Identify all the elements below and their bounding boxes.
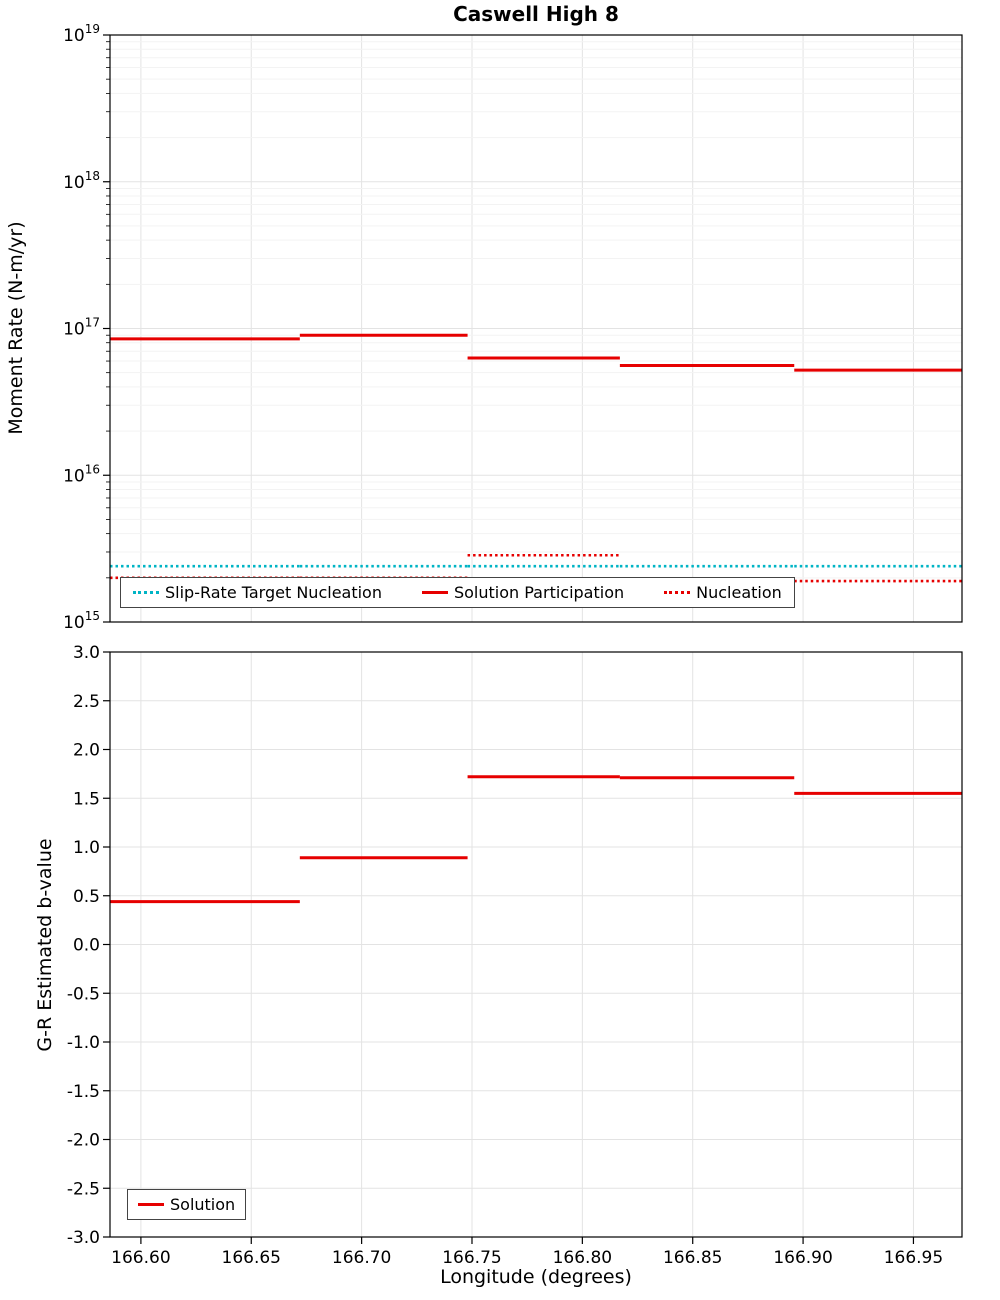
chart-title: Caswell High 8 (453, 2, 619, 26)
legend-item-nucleation: Nucleation (664, 583, 782, 602)
y-tick-label: -0.5 (67, 984, 100, 1004)
grid-b_value (110, 651, 962, 1238)
legend-label: Solution (170, 1195, 236, 1214)
solid-line-sample-icon (138, 1203, 164, 1206)
legend-item-solution-participation: Solution Participation (421, 583, 625, 602)
y-tick-label: 0.5 (73, 887, 100, 907)
y-tick-label: 2.5 (73, 692, 100, 712)
y-tick-label: 3.0 (73, 643, 100, 663)
legend-label: Slip-Rate Target Nucleation (165, 583, 382, 602)
y-axis-label-b-value: G-R Estimated b-value (34, 838, 56, 1052)
series-b_value (110, 775, 962, 904)
y-axis-label-moment-rate: Moment Rate (N-m/yr) (5, 221, 27, 435)
x-tick-label: 166.85 (663, 1248, 722, 1268)
y-tick-label: -2.0 (67, 1131, 100, 1151)
y-tick-label: 1018 (63, 169, 100, 193)
legend-item-slip-rate-target-nucleation: Slip-Rate Target Nucleation (133, 583, 382, 602)
y-ticks-b_value: 3.0 2.5 2.0 1.5 1.0 0.5 0.0 -0.5 -1.0 -1.5 -2.0 -2.… (67, 643, 110, 1248)
y-tick-label: -1.0 (67, 1033, 100, 1053)
y-tick-label: -3.0 (67, 1228, 100, 1248)
dotted-line-sample-icon (133, 591, 159, 594)
grid-moment_rate (110, 34, 962, 623)
y-tick-label: 1016 (63, 462, 100, 486)
y-ticks-moment_rate: 1015 1016 1017 1018 1019 (63, 22, 110, 633)
x-tick-label: 166.95 (884, 1248, 943, 1268)
y-tick-label: 1.5 (73, 789, 100, 809)
legend-moment-rate: Slip-Rate Target Nucleation Solution Part… (120, 577, 795, 608)
y-tick-label: 1015 (63, 609, 100, 633)
x-ticks: 166.60 166.65 166.70 166.75 166.80 166.85 166.… (111, 1237, 943, 1268)
y-tick-label: 1017 (63, 316, 100, 340)
y-tick-label: -2.5 (67, 1179, 100, 1199)
y-tick-label: 1019 (63, 22, 100, 46)
x-axis-label: Longitude (degrees) (440, 1266, 632, 1288)
legend-item-solution: Solution (138, 1195, 235, 1214)
x-tick-label: 166.70 (332, 1248, 391, 1268)
x-tick-label: 166.60 (111, 1248, 170, 1268)
y-tick-label: 2.0 (73, 741, 100, 761)
dotted-line-sample-icon (664, 591, 691, 594)
series-moment_rate (110, 333, 962, 583)
x-tick-label: 166.80 (553, 1248, 612, 1268)
y-tick-label: 1.0 (73, 838, 100, 858)
x-tick-label: 166.90 (773, 1248, 832, 1268)
legend-b-value: Solution (127, 1189, 247, 1220)
legend-label: Solution Participation (453, 583, 625, 602)
y-tick-label: -1.5 (67, 1082, 100, 1102)
x-tick-label: 166.75 (442, 1248, 501, 1268)
solid-line-sample-icon (421, 591, 448, 594)
y-tick-label: 0.0 (73, 936, 100, 956)
x-tick-label: 166.65 (222, 1248, 281, 1268)
legend-label: Nucleation (696, 583, 782, 602)
